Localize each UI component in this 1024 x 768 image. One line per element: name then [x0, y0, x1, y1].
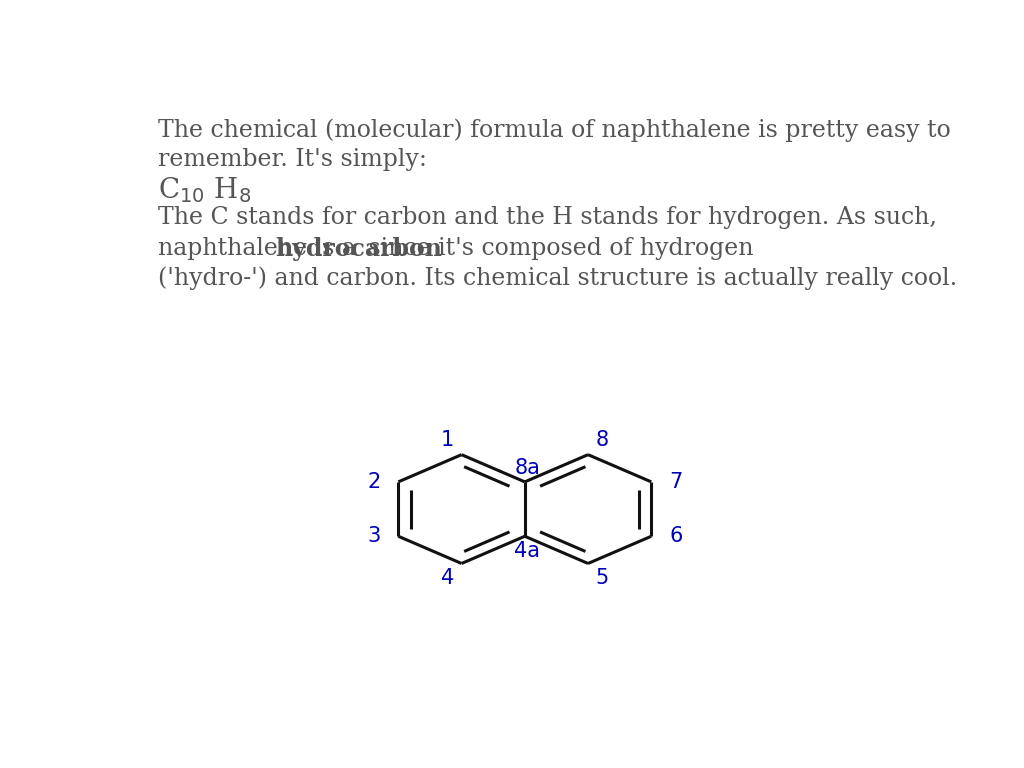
- Text: remember. It's simply:: remember. It's simply:: [158, 148, 427, 171]
- Text: The C stands for carbon and the H stands for hydrogen. As such,: The C stands for carbon and the H stands…: [158, 206, 937, 229]
- Text: 4a: 4a: [514, 541, 541, 561]
- Text: 8a: 8a: [514, 458, 540, 478]
- Text: 1: 1: [440, 430, 454, 450]
- Text: 3: 3: [368, 526, 381, 546]
- Text: since it's composed of hydrogen: since it's composed of hydrogen: [361, 237, 754, 260]
- Text: 2: 2: [368, 472, 381, 492]
- Text: C$_{10}$ H$_{8}$: C$_{10}$ H$_{8}$: [158, 175, 252, 205]
- Text: 7: 7: [669, 472, 682, 492]
- Text: 6: 6: [669, 526, 682, 546]
- Text: 4: 4: [441, 568, 455, 588]
- Text: The chemical (molecular) formula of naphthalene is pretty easy to: The chemical (molecular) formula of naph…: [158, 119, 951, 142]
- Text: naphthalene is a: naphthalene is a: [158, 237, 364, 260]
- Text: 5: 5: [595, 568, 608, 588]
- Text: hydrocarbon: hydrocarbon: [275, 237, 442, 261]
- Text: ('hydro-') and carbon. Its chemical structure is actually really cool.: ('hydro-') and carbon. Its chemical stru…: [158, 266, 957, 290]
- Text: 8: 8: [596, 430, 609, 450]
